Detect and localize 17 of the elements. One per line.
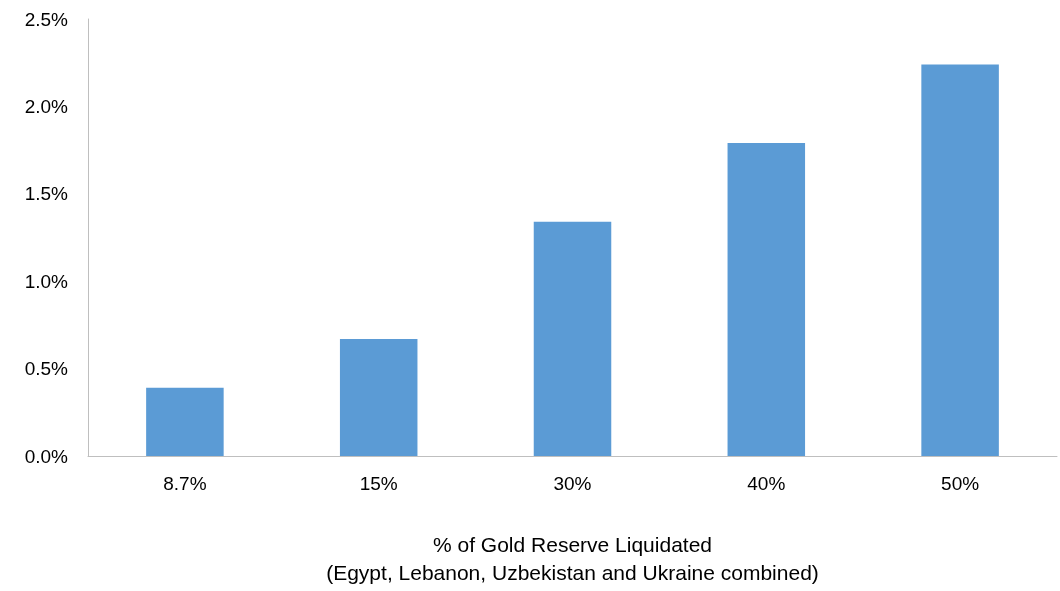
x-tick-label: 30% bbox=[553, 473, 592, 494]
y-tick-label: 0.5% bbox=[24, 358, 69, 380]
x-tick-label: 15% bbox=[359, 473, 398, 494]
bar bbox=[339, 338, 418, 456]
y-tick-label: 2.5% bbox=[24, 8, 69, 30]
x-axis-title: % of Gold Reserve Liquidated (Egypt, Lebanon, Uzbekistan and Ukraine combined) bbox=[326, 532, 819, 584]
x-tick-label: 8.7% bbox=[163, 473, 207, 494]
bar bbox=[533, 221, 612, 456]
bar bbox=[727, 143, 806, 456]
x-tick-label: 40% bbox=[747, 473, 786, 494]
x-tick-label: 50% bbox=[941, 473, 980, 494]
bar bbox=[146, 387, 224, 456]
y-tick-label: 2.0% bbox=[24, 95, 69, 117]
y-tick-label: 1.0% bbox=[24, 270, 69, 292]
bar bbox=[921, 64, 999, 456]
y-tick-label: 0.0% bbox=[24, 445, 69, 467]
y-tick-label: 1.5% bbox=[24, 183, 69, 205]
